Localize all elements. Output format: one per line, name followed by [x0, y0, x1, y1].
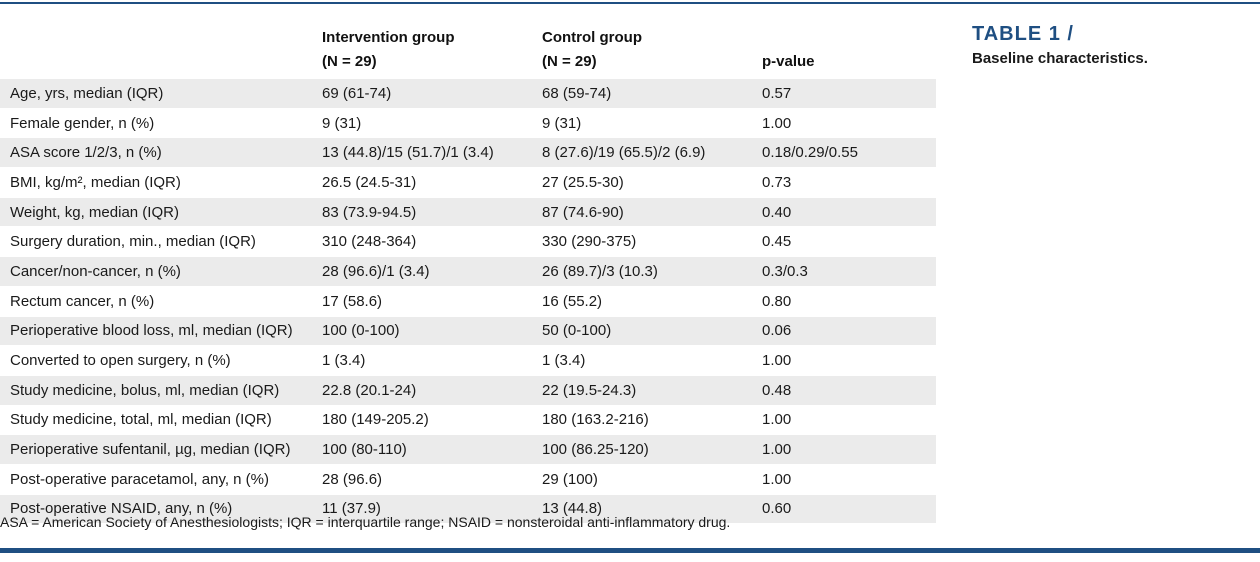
table-cell: 28 (96.6)/1 (3.4) [312, 256, 532, 287]
table-cell: 68 (59-74) [532, 79, 752, 109]
table-body: Age, yrs, median (IQR) 69 (61-74) 68 (59-7… [0, 79, 936, 525]
table-cell: 1.00 [752, 464, 936, 495]
column-header-line2: (N = 29) [542, 53, 597, 70]
row-label: Study medicine, total, ml, median (IQR) [0, 405, 312, 436]
row-label: Post-operative NSAID, any, n (%) [0, 494, 312, 525]
table-cell: 0.18/0.29/0.55 [752, 137, 936, 169]
table-cell: 1.00 [752, 434, 936, 465]
table-cell: 50 (0-100) [532, 316, 752, 347]
table-row: Perioperative blood loss, ml, median (IQ… [0, 316, 936, 347]
row-label: Converted to open surgery, n (%) [0, 345, 312, 376]
column-header-line2: p-value [762, 53, 815, 70]
table-cell: 0.73 [752, 167, 936, 198]
column-header-line1: Intervention group [322, 29, 455, 46]
table-cell: 16 (55.2) [532, 286, 752, 317]
row-label: BMI, kg/m², median (IQR) [0, 167, 312, 198]
table-cell: 26 (89.7)/3 (10.3) [532, 256, 752, 287]
table-row: Post-operative NSAID, any, n (%) 11 (37.9… [0, 494, 936, 525]
column-header-1: Intervention group (N = 29) [312, 22, 532, 79]
row-label: Weight, kg, median (IQR) [0, 197, 312, 228]
table-cell: 87 (74.6-90) [532, 197, 752, 228]
table-cell: 1 (3.4) [312, 345, 532, 376]
table-caption: TABLE 1 / Baseline characteristics. [972, 22, 1252, 67]
table-cell: 330 (290-375) [532, 226, 752, 258]
table-cell: 1.00 [752, 405, 936, 436]
row-label: Surgery duration, min., median (IQR) [0, 226, 312, 258]
baseline-table: Intervention group (N = 29) Control group (… [0, 22, 936, 525]
column-header-line1 [10, 50, 312, 74]
table-cell: 180 (149-205.2) [312, 405, 532, 436]
row-label: Post-operative paracetamol, any, n (%) [0, 464, 312, 495]
table-cell: 100 (0-100) [312, 316, 532, 347]
table-cell: 83 (73.9-94.5) [312, 197, 532, 228]
table-row: Study medicine, bolus, ml, median (IQR) 2… [0, 375, 936, 406]
table-cell: 0.57 [752, 79, 936, 109]
table-cell: 310 (248-364) [312, 226, 532, 258]
table-cell: 0.45 [752, 226, 936, 258]
column-header-2: Control group (N = 29) [532, 22, 752, 79]
table-cell: 17 (58.6) [312, 286, 532, 317]
table-cell: 22.8 (20.1-24) [312, 375, 532, 406]
table-cell: 0.48 [752, 375, 936, 406]
header-row: Intervention group (N = 29) Control group (… [0, 22, 936, 79]
table-cell: 69 (61-74) [312, 79, 532, 109]
table-cell: 0.80 [752, 286, 936, 317]
row-label: Female gender, n (%) [0, 108, 312, 139]
table-cell: 11 (37.9) [312, 494, 532, 525]
table-row: BMI, kg/m², median (IQR) 26.5 (24.5-31) 27… [0, 167, 936, 198]
baseline-table-container: Intervention group (N = 29) Control group (… [0, 22, 936, 525]
caption-title: TABLE 1 / [972, 23, 1074, 45]
table-cell: 180 (163.2-216) [532, 405, 752, 436]
table-cell: 100 (80-110) [312, 434, 532, 465]
bottom-rule [0, 548, 1260, 553]
column-header-line1 [762, 26, 936, 50]
table-row: Cancer/non-cancer, n (%) 28 (96.6)/1 (3.4… [0, 256, 936, 287]
table-cell: 9 (31) [532, 108, 752, 139]
table-cell: 1.00 [752, 345, 936, 376]
table-row: Surgery duration, min., median (IQR) 310 … [0, 226, 936, 258]
table-cell: 9 (31) [312, 108, 532, 139]
table-row: Study medicine, total, ml, median (IQR) 1… [0, 405, 936, 436]
row-label: Cancer/non-cancer, n (%) [0, 256, 312, 287]
table-cell: 28 (96.6) [312, 464, 532, 495]
column-header-line1: Control group [542, 29, 642, 46]
table-header: Intervention group (N = 29) Control group (… [0, 22, 936, 79]
table-row: Weight, kg, median (IQR) 83 (73.9-94.5) 87… [0, 197, 936, 228]
table-cell: 13 (44.8)/15 (51.7)/1 (3.4) [312, 137, 532, 169]
column-header-line2: (N = 29) [322, 53, 377, 70]
table-cell: 1 (3.4) [532, 345, 752, 376]
row-label: Study medicine, bolus, ml, median (IQR) [0, 375, 312, 406]
table-cell: 0.40 [752, 197, 936, 228]
table-cell: 26.5 (24.5-31) [312, 167, 532, 198]
row-label: ASA score 1/2/3, n (%) [0, 137, 312, 169]
table-cell: 100 (86.25-120) [532, 434, 752, 465]
row-label: Perioperative blood loss, ml, median (IQ… [0, 316, 312, 347]
table-cell: 29 (100) [532, 464, 752, 495]
table-footnote: ASA = American Society of Anesthesiologi… [0, 514, 731, 530]
table-row: Perioperative sufentanil, µg, median (IQ… [0, 434, 936, 465]
table-cell: 27 (25.5-30) [532, 167, 752, 198]
column-header-3: p-value [752, 22, 936, 79]
table-cell: 8 (27.6)/19 (65.5)/2 (6.9) [532, 137, 752, 169]
table-cell: 0.06 [752, 316, 936, 347]
table-cell: 0.60 [752, 494, 936, 525]
table-row: ASA score 1/2/3, n (%) 13 (44.8)/15 (51.7… [0, 137, 936, 169]
table-cell: 1.00 [752, 108, 936, 139]
table-row: Female gender, n (%) 9 (31) 9 (31) 1.00 [0, 108, 936, 139]
table-cell: 13 (44.8) [532, 494, 752, 525]
row-label: Perioperative sufentanil, µg, median (IQ… [0, 434, 312, 465]
table-row: Rectum cancer, n (%) 17 (58.6) 16 (55.2) 0.… [0, 286, 936, 317]
top-rule [0, 2, 1260, 4]
row-label: Rectum cancer, n (%) [0, 286, 312, 317]
table-row: Post-operative paracetamol, any, n (%) 28… [0, 464, 936, 495]
table-row: Converted to open surgery, n (%) 1 (3.4) 1… [0, 345, 936, 376]
column-header-0 [0, 22, 312, 79]
table-row: Age, yrs, median (IQR) 69 (61-74) 68 (59-7… [0, 79, 936, 109]
table-cell: 0.3/0.3 [752, 256, 936, 287]
row-label: Age, yrs, median (IQR) [0, 79, 312, 109]
table-cell: 22 (19.5-24.3) [532, 375, 752, 406]
caption-subtitle: Baseline characteristics. [972, 50, 1148, 67]
